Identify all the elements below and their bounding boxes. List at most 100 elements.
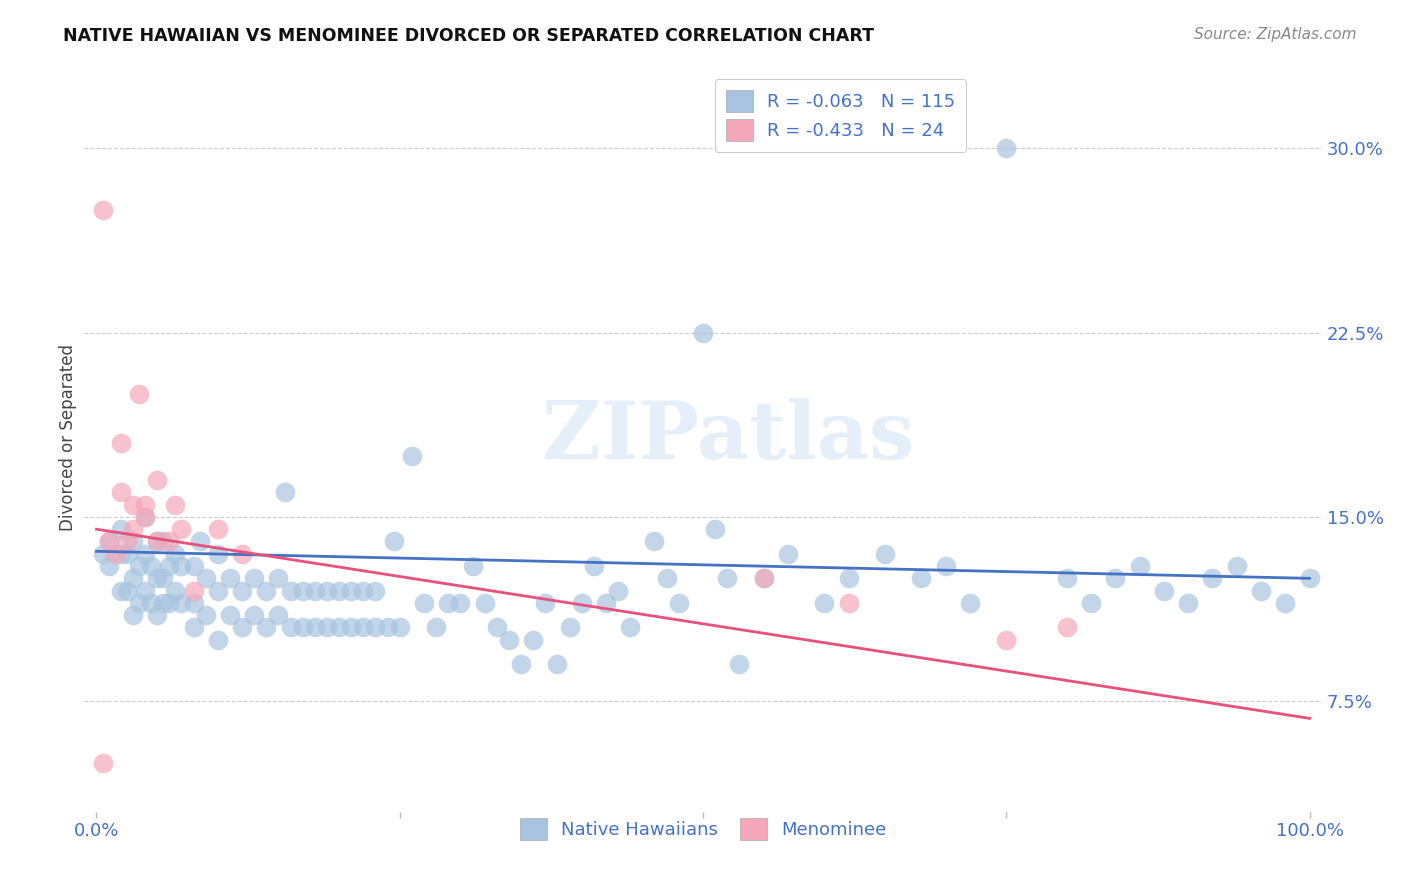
Point: [146, 473, 169, 487]
Point: [219, 571, 242, 585]
Point: [935, 559, 957, 574]
Point: [413, 596, 436, 610]
Point: [485, 620, 508, 634]
Point: [152, 534, 174, 549]
Text: ZIPatlas: ZIPatlas: [541, 398, 914, 476]
Point: [364, 620, 387, 634]
Point: [959, 596, 981, 610]
Point: [510, 657, 533, 672]
Point: [595, 596, 617, 610]
Point: [207, 522, 229, 536]
Point: [776, 547, 799, 561]
Point: [183, 583, 205, 598]
Point: [128, 559, 150, 574]
Point: [498, 632, 520, 647]
Point: [128, 387, 150, 401]
Point: [546, 657, 568, 672]
Point: [382, 534, 405, 549]
Point: [183, 620, 205, 634]
Point: [655, 571, 678, 585]
Point: [157, 534, 180, 549]
Text: Source: ZipAtlas.com: Source: ZipAtlas.com: [1194, 27, 1357, 42]
Point: [328, 583, 350, 598]
Point: [254, 620, 277, 634]
Point: [115, 534, 138, 549]
Point: [1080, 596, 1102, 610]
Point: [704, 522, 727, 536]
Point: [1226, 559, 1249, 574]
Point: [728, 657, 751, 672]
Point: [188, 534, 211, 549]
Point: [207, 632, 229, 647]
Point: [91, 202, 114, 217]
Point: [838, 596, 860, 610]
Point: [134, 583, 156, 598]
Point: [134, 510, 156, 524]
Point: [165, 547, 187, 561]
Point: [291, 620, 314, 634]
Point: [280, 583, 302, 598]
Point: [1298, 571, 1320, 585]
Point: [97, 534, 120, 549]
Point: [340, 620, 363, 634]
Point: [170, 596, 193, 610]
Point: [110, 547, 132, 561]
Point: [377, 620, 399, 634]
Point: [352, 620, 374, 634]
Point: [571, 596, 593, 610]
Point: [122, 498, 145, 512]
Point: [304, 620, 326, 634]
Point: [152, 571, 174, 585]
Point: [170, 522, 193, 536]
Point: [280, 620, 302, 634]
Point: [194, 608, 217, 623]
Point: [607, 583, 630, 598]
Point: [104, 547, 127, 561]
Point: [752, 571, 775, 585]
Point: [122, 608, 145, 623]
Point: [352, 583, 374, 598]
Point: [401, 449, 423, 463]
Point: [134, 498, 156, 512]
Legend: Native Hawaiians, Menominee: Native Hawaiians, Menominee: [512, 811, 894, 847]
Point: [183, 559, 205, 574]
Point: [328, 620, 350, 634]
Point: [157, 596, 180, 610]
Point: [170, 559, 193, 574]
Point: [91, 547, 114, 561]
Point: [254, 583, 277, 598]
Point: [146, 534, 169, 549]
Point: [134, 510, 156, 524]
Point: [243, 571, 266, 585]
Point: [231, 620, 253, 634]
Point: [139, 559, 162, 574]
Point: [716, 571, 738, 585]
Point: [425, 620, 447, 634]
Point: [146, 534, 169, 549]
Point: [643, 534, 665, 549]
Point: [619, 620, 641, 634]
Point: [813, 596, 835, 610]
Point: [752, 571, 775, 585]
Point: [1104, 571, 1126, 585]
Point: [134, 547, 156, 561]
Point: [183, 596, 205, 610]
Point: [995, 141, 1018, 155]
Y-axis label: Divorced or Separated: Divorced or Separated: [59, 343, 77, 531]
Point: [1250, 583, 1272, 598]
Point: [910, 571, 932, 585]
Point: [157, 559, 180, 574]
Point: [1177, 596, 1199, 610]
Point: [219, 608, 242, 623]
Point: [207, 583, 229, 598]
Point: [194, 571, 217, 585]
Point: [461, 559, 484, 574]
Point: [316, 583, 339, 598]
Point: [364, 583, 387, 598]
Point: [474, 596, 496, 610]
Point: [122, 571, 145, 585]
Point: [692, 326, 714, 340]
Point: [115, 583, 138, 598]
Point: [231, 547, 253, 561]
Point: [91, 756, 114, 770]
